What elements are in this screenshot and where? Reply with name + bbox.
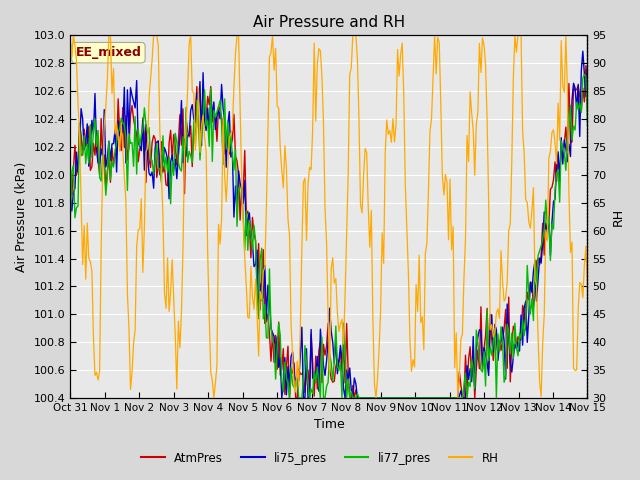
- Y-axis label: Air Pressure (kPa): Air Pressure (kPa): [15, 162, 28, 272]
- Title: Air Pressure and RH: Air Pressure and RH: [253, 15, 405, 30]
- X-axis label: Time: Time: [314, 419, 344, 432]
- Legend: AtmPres, li75_pres, li77_pres, RH: AtmPres, li75_pres, li77_pres, RH: [136, 447, 504, 469]
- Y-axis label: RH: RH: [612, 207, 625, 226]
- Text: EE_mixed: EE_mixed: [76, 46, 141, 59]
